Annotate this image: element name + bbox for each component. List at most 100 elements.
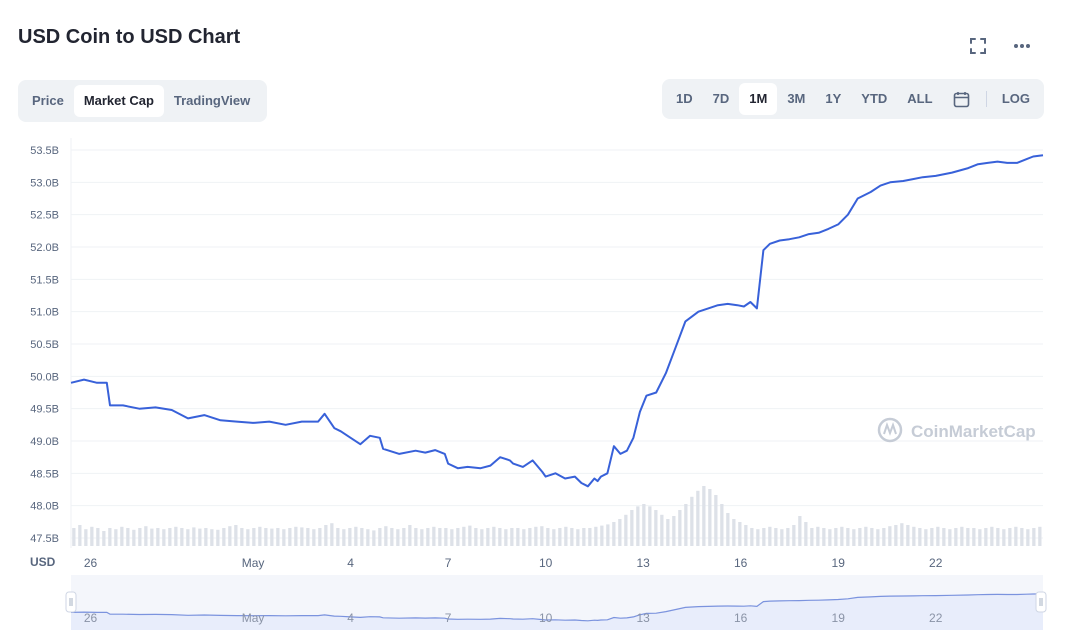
watermark: CoinMarketCap (877, 417, 1036, 443)
volume-bar (108, 528, 112, 546)
volume-bar (774, 528, 778, 546)
coinmarketcap-logo-mark (883, 422, 897, 436)
volume-bar (936, 526, 940, 546)
volume-bar (618, 519, 622, 546)
volume-bar (690, 496, 694, 546)
range-1y[interactable]: 1Y (825, 91, 842, 106)
volume-bar (522, 529, 526, 546)
volume-bar (210, 529, 214, 546)
volume-bar (492, 526, 496, 546)
volume-bar (894, 525, 898, 546)
volume-bar (78, 525, 82, 546)
x-tick-label: 16 (734, 556, 748, 570)
y-tick-label: 49.5B (30, 404, 59, 416)
volume-bar (900, 523, 904, 546)
volume-bar (408, 525, 412, 546)
volume-bar (1020, 528, 1024, 546)
volume-bar (240, 528, 244, 546)
volume-bar (90, 526, 94, 546)
range-1m[interactable]: 1M (739, 83, 778, 115)
volume-bar (102, 531, 106, 546)
range-7d[interactable]: 7D (712, 91, 730, 106)
y-tick-label: 48.5B (30, 468, 59, 480)
volume-bar (912, 526, 916, 546)
volume-bar (594, 526, 598, 546)
volume-bar (96, 528, 100, 546)
volume-bar (174, 526, 178, 546)
range-3m[interactable]: 3M (787, 91, 806, 106)
volume-bar (486, 528, 490, 546)
volume-bar (882, 528, 886, 546)
y-tick-label: 48.0B (30, 501, 59, 513)
volume-bar (540, 526, 544, 546)
unit-label: USD (30, 555, 56, 569)
y-tick-label: 53.0B (30, 177, 59, 189)
range-all[interactable]: ALL (907, 91, 933, 106)
volume-bar (438, 528, 442, 546)
volume-bar (606, 524, 610, 546)
calendar-icon[interactable] (943, 83, 980, 115)
tab-tradingview[interactable]: TradingView (173, 93, 251, 108)
volume-bar (948, 529, 952, 546)
volume-bar (600, 525, 604, 546)
navigator-tick-label: 13 (636, 611, 650, 625)
log-toggle[interactable]: LOG (1001, 91, 1030, 106)
volume-bar (330, 523, 334, 546)
volume-bar (1008, 528, 1012, 546)
volume-bar (468, 525, 472, 546)
volume-bar (708, 489, 712, 546)
range-navigator[interactable]: 26 May 4 7 10 13 16 19 22 (65, 575, 1047, 630)
volume-bar (216, 529, 220, 546)
volume-bar (276, 528, 280, 546)
navigator-tick-label: 7 (445, 611, 452, 625)
volume-bar (954, 528, 958, 546)
volume-bar (930, 528, 934, 546)
tab-price[interactable]: Price (32, 93, 64, 108)
volume-bar (564, 526, 568, 546)
volume-bar (858, 528, 862, 546)
volume-bar (684, 504, 688, 546)
volume-bar (624, 514, 628, 546)
volume-bar (702, 486, 706, 546)
volume-bar (1002, 529, 1006, 546)
more-horizontal-icon[interactable] (1010, 34, 1034, 58)
y-tick-label: 50.0B (30, 371, 59, 383)
volume-bar (558, 528, 562, 546)
volume-bar (876, 529, 880, 546)
navigator-handle-right[interactable] (1035, 591, 1047, 613)
navigator-line (70, 593, 1044, 622)
volume-bar (792, 525, 796, 546)
volume-bar (138, 528, 142, 546)
volume-bar (960, 526, 964, 546)
volume-bar (366, 529, 370, 546)
volume-bar (498, 528, 502, 546)
volume-bar (648, 506, 652, 546)
volume-bar (978, 529, 982, 546)
volume-bar (180, 528, 184, 546)
volume-bar (768, 526, 772, 546)
volume-bar (984, 528, 988, 546)
volume-bar (630, 510, 634, 546)
y-tick-label: 50.5B (30, 339, 59, 351)
volume-bar (474, 528, 478, 546)
expand-icon[interactable] (966, 34, 990, 58)
watermark-text: CoinMarketCap (911, 422, 1036, 441)
volume-bar (1026, 529, 1030, 546)
volume-bar (264, 528, 268, 546)
navigator-handle-left[interactable] (65, 591, 77, 613)
range-ytd[interactable]: YTD (861, 91, 888, 106)
range-1d[interactable]: 1D (676, 91, 693, 106)
tab-market-cap[interactable]: Market Cap (73, 85, 164, 117)
volume-bar (510, 528, 514, 546)
x-tick-label: 13 (636, 556, 650, 570)
x-tick-label: 22 (929, 556, 943, 570)
volume-bar (390, 528, 394, 546)
y-tick-label: 52.0B (30, 242, 59, 254)
volume-bar (750, 528, 754, 546)
volume-bar (384, 526, 388, 546)
volume-bar (270, 528, 274, 546)
volume-bar (588, 528, 592, 546)
volume-bar (744, 525, 748, 546)
volume-bar (312, 529, 316, 546)
volume-bar (810, 528, 814, 546)
